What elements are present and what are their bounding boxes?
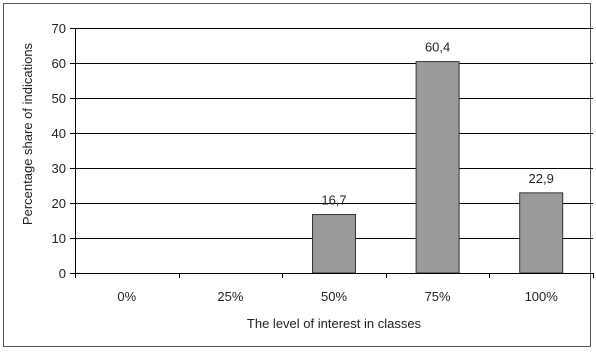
y-tick-label: 40 xyxy=(52,126,66,141)
gridlines xyxy=(75,28,593,239)
bar xyxy=(519,192,564,274)
bars xyxy=(312,61,564,274)
y-axis-title: Percentage share of indications xyxy=(20,42,35,225)
y-tick-labels: 0 10 20 30 40 50 60 70 xyxy=(52,21,66,281)
bar xyxy=(312,214,356,274)
x-tick-label: 0% xyxy=(117,289,136,304)
axes xyxy=(70,28,594,278)
data-labels: 16,7 60,4 22,9 xyxy=(321,40,554,208)
y-tick-label: 10 xyxy=(52,231,66,246)
x-tick-labels: 0% 25% 50% 75% 100% xyxy=(117,289,558,304)
y-tick-label: 70 xyxy=(52,21,66,36)
x-tick-label: 75% xyxy=(425,289,451,304)
y-tick-label: 20 xyxy=(52,196,66,211)
x-tick-label: 25% xyxy=(217,289,243,304)
data-label: 16,7 xyxy=(321,193,346,208)
data-label: 60,4 xyxy=(425,40,450,55)
y-tick-label: 30 xyxy=(52,161,66,176)
y-tick-label: 0 xyxy=(59,266,66,281)
bar xyxy=(415,61,460,274)
y-tick-label: 50 xyxy=(52,91,66,106)
x-tick-label: 100% xyxy=(525,289,559,304)
chart-frame xyxy=(3,3,591,347)
x-tick-label: 50% xyxy=(321,289,347,304)
y-tick-label: 60 xyxy=(52,56,66,71)
x-axis-title: The level of interest in classes xyxy=(247,316,422,331)
data-label: 22,9 xyxy=(529,171,554,186)
